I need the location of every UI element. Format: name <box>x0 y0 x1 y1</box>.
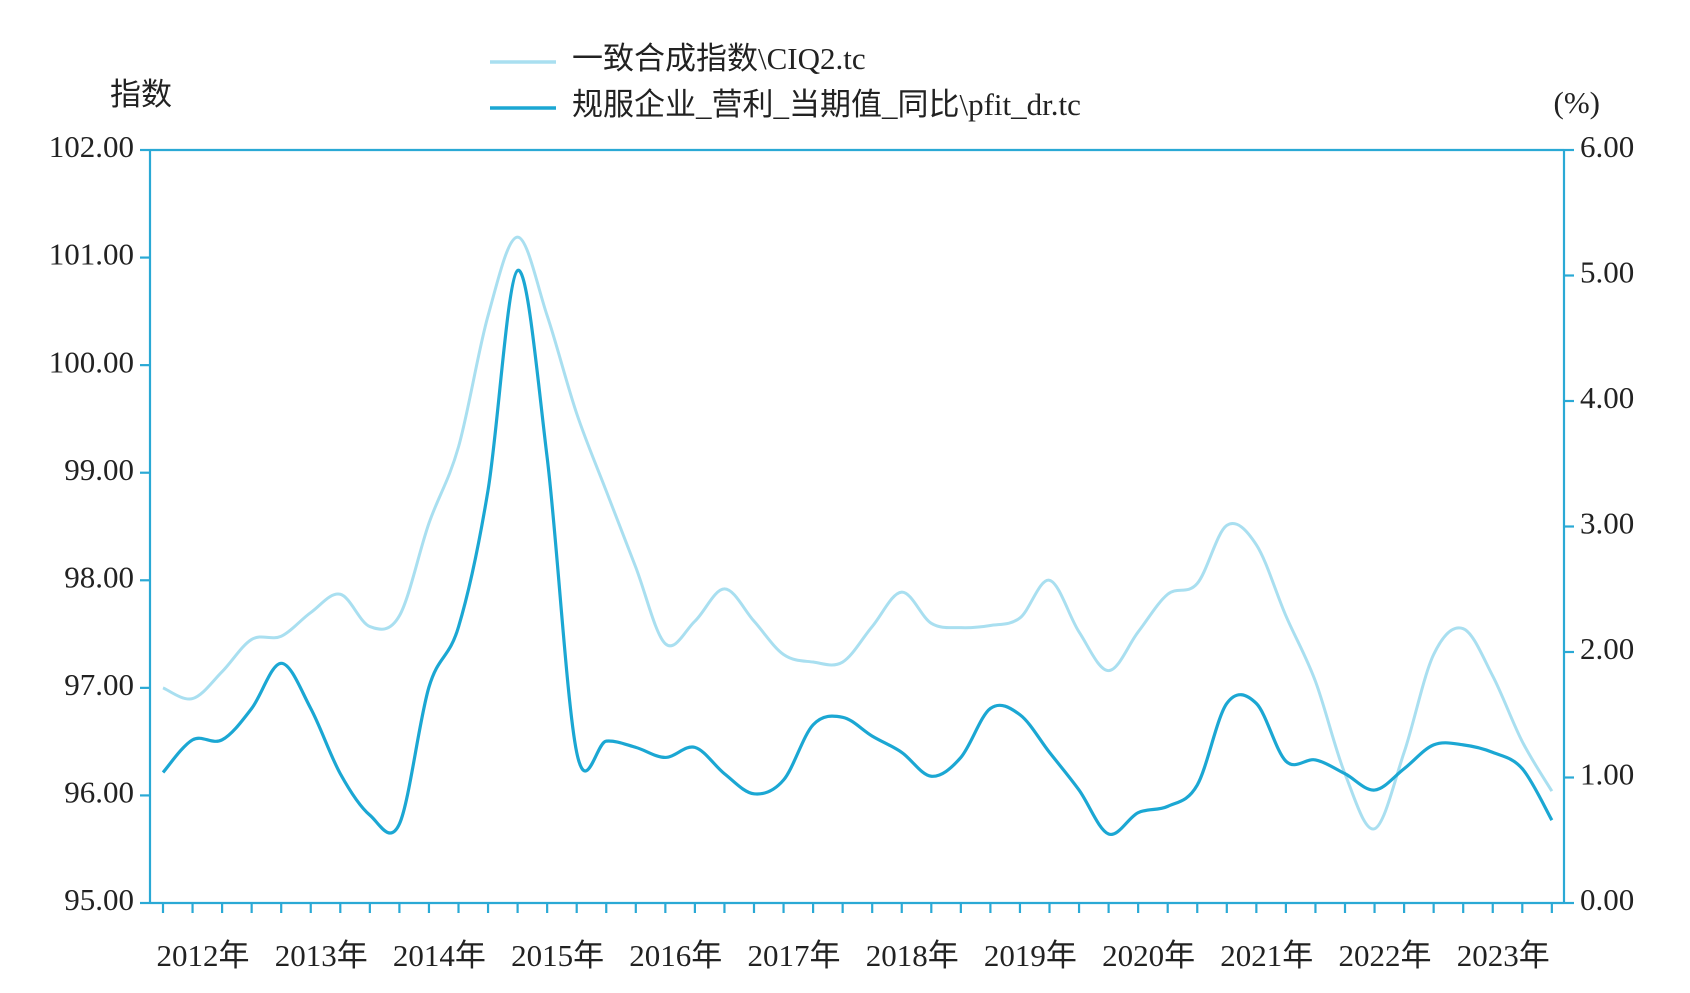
x-tick-label: 2020年 <box>1102 938 1195 973</box>
x-tick-label: 2018年 <box>866 938 959 973</box>
x-tick-label: 2021年 <box>1220 938 1313 973</box>
x-tick-label: 2016年 <box>629 938 722 973</box>
x-tick-label: 2017年 <box>748 938 841 973</box>
y-tick-label: 97.00 <box>64 667 134 702</box>
y-tick-label: 102.00 <box>49 129 134 164</box>
y2-tick-label: 1.00 <box>1580 757 1634 792</box>
y-tick-label: 99.00 <box>64 452 134 487</box>
x-tick-label: 2012年 <box>157 938 250 973</box>
x-tick-label: 2015年 <box>511 938 604 973</box>
y2-tick-label: 4.00 <box>1580 380 1634 415</box>
x-tick-label: 2014年 <box>393 938 486 973</box>
y-tick-label: 98.00 <box>64 559 134 594</box>
x-tick-label: 2022年 <box>1339 938 1432 973</box>
y2-axis-label: (%) <box>1554 85 1600 120</box>
y2-tick-label: 5.00 <box>1580 255 1634 290</box>
legend-label: 一致合成指数\CIQ2.tc <box>572 41 866 76</box>
y-tick-label: 100.00 <box>49 344 134 379</box>
y2-tick-label: 6.00 <box>1580 129 1634 164</box>
y-tick-label: 95.00 <box>64 882 134 917</box>
y2-tick-label: 2.00 <box>1580 631 1634 666</box>
y2-tick-label: 0.00 <box>1580 882 1634 917</box>
x-tick-label: 2013年 <box>275 938 368 973</box>
x-tick-label: 2019年 <box>984 938 1077 973</box>
y-tick-label: 101.00 <box>49 237 134 272</box>
y2-tick-label: 3.00 <box>1580 506 1634 541</box>
y-tick-label: 96.00 <box>64 775 134 810</box>
x-tick-label: 2023年 <box>1457 938 1550 973</box>
legend-label: 规服企业_营利_当期值_同比\pfit_dr.tc <box>572 87 1081 122</box>
series-line <box>161 268 1554 836</box>
series-line <box>162 235 1554 831</box>
y-axis-label: 指数 <box>110 77 172 112</box>
